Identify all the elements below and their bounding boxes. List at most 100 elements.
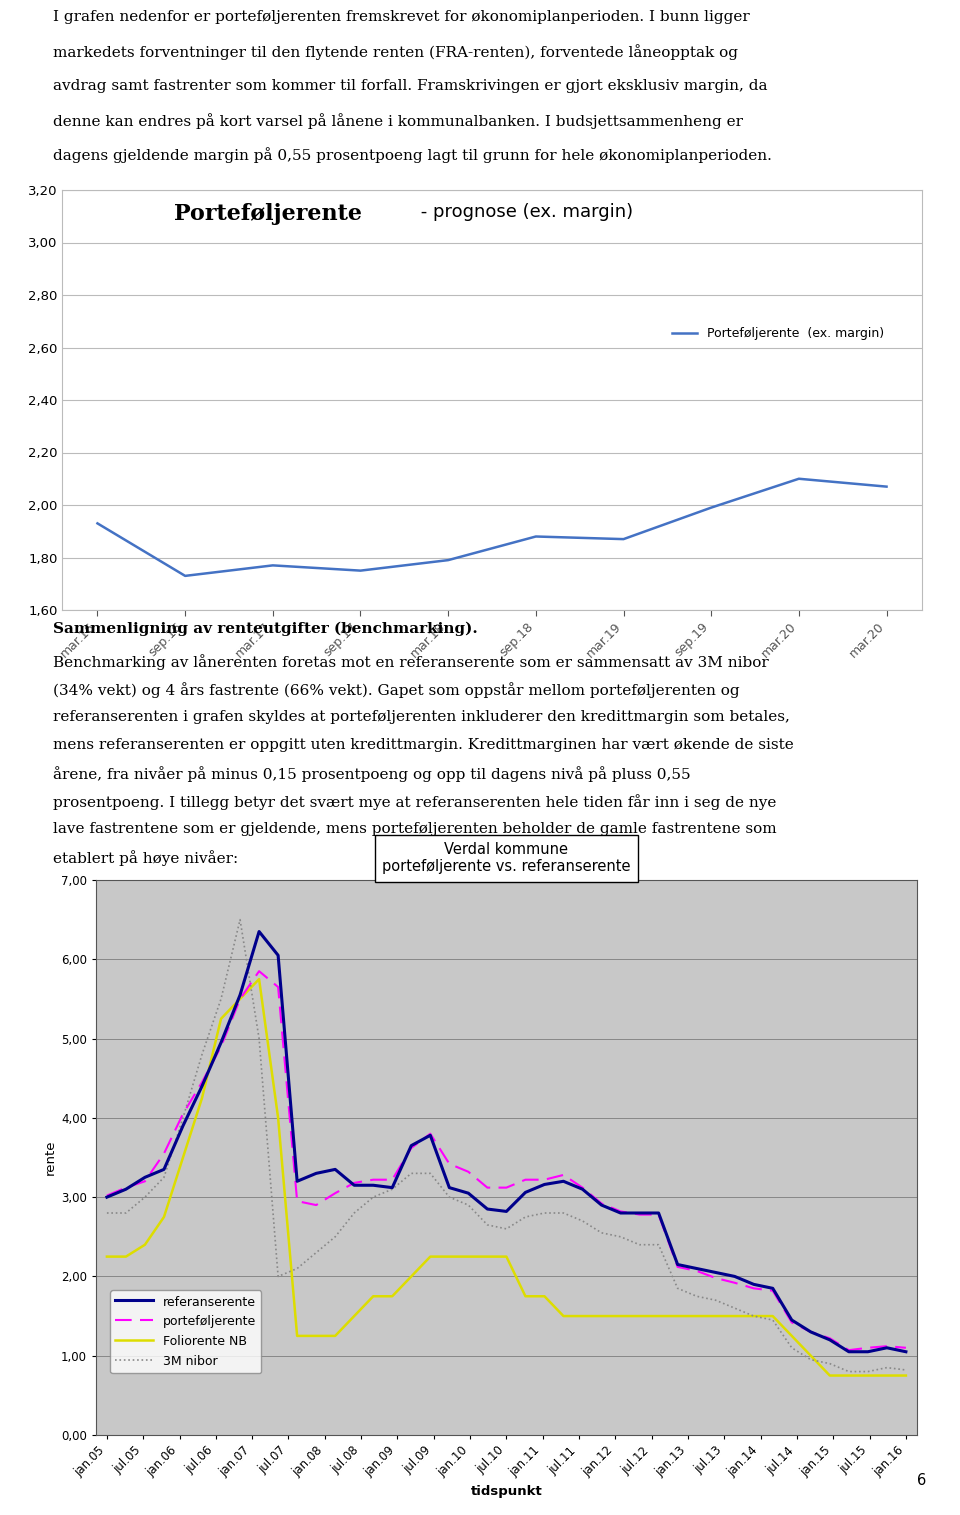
Foliorente NB bbox=[672, 1307, 684, 1326]
3M nibor bbox=[196, 1045, 207, 1064]
referanserente bbox=[558, 1173, 569, 1191]
referanserente bbox=[501, 1203, 513, 1221]
referanserente bbox=[748, 1276, 759, 1294]
3M nibor bbox=[501, 1220, 513, 1238]
3M nibor bbox=[729, 1298, 740, 1317]
Foliorente NB bbox=[748, 1307, 759, 1326]
referanserente bbox=[101, 1188, 112, 1206]
porteføljerente bbox=[672, 1257, 684, 1276]
referanserente bbox=[158, 1160, 170, 1179]
porteføljerente bbox=[805, 1323, 817, 1341]
referanserente bbox=[614, 1204, 626, 1223]
referanserente bbox=[843, 1342, 854, 1360]
Foliorente NB bbox=[862, 1367, 874, 1385]
referanserente bbox=[292, 1173, 303, 1191]
Foliorente NB bbox=[273, 1109, 284, 1127]
referanserente bbox=[482, 1200, 493, 1218]
referanserente bbox=[253, 923, 265, 941]
referanserente bbox=[900, 1342, 912, 1360]
3M nibor bbox=[843, 1362, 854, 1380]
Foliorente NB bbox=[444, 1247, 455, 1265]
porteføljerente bbox=[387, 1171, 398, 1189]
porteføljerente bbox=[368, 1171, 379, 1189]
referanserente bbox=[539, 1176, 550, 1194]
Text: - prognose (ex. margin): - prognose (ex. margin) bbox=[415, 203, 633, 221]
porteføljerente bbox=[748, 1279, 759, 1297]
3M nibor bbox=[881, 1359, 893, 1377]
referanserente bbox=[368, 1176, 379, 1194]
Foliorente NB bbox=[709, 1307, 721, 1326]
Foliorente NB bbox=[178, 1148, 189, 1167]
referanserente bbox=[234, 986, 246, 1004]
referanserente bbox=[310, 1164, 322, 1182]
3M nibor bbox=[292, 1259, 303, 1277]
Legend: referanserente, porteføljerente, Foliorente NB, 3M nibor: referanserente, porteføljerente, Foliore… bbox=[110, 1289, 261, 1373]
Foliorente NB bbox=[596, 1307, 608, 1326]
3M nibor bbox=[158, 1168, 170, 1186]
3M nibor bbox=[368, 1188, 379, 1206]
3M nibor bbox=[101, 1204, 112, 1223]
referanserente bbox=[273, 947, 284, 965]
Foliorente NB bbox=[729, 1307, 740, 1326]
referanserente bbox=[178, 1117, 189, 1135]
porteføljerente bbox=[501, 1179, 513, 1197]
porteføljerente bbox=[463, 1162, 474, 1180]
Y-axis label: rente: rente bbox=[44, 1139, 57, 1176]
Foliorente NB bbox=[158, 1207, 170, 1226]
3M nibor bbox=[444, 1188, 455, 1206]
porteføljerente bbox=[900, 1339, 912, 1357]
referanserente bbox=[862, 1342, 874, 1360]
Text: I grafen nedenfor er porteføljerenten fremskrevet for økonomiplanperioden. I bun: I grafen nedenfor er porteføljerenten fr… bbox=[53, 11, 750, 24]
porteføljerente bbox=[292, 1192, 303, 1210]
referanserente bbox=[196, 1077, 207, 1095]
3M nibor bbox=[463, 1195, 474, 1214]
porteføljerente bbox=[101, 1186, 112, 1204]
referanserente bbox=[824, 1330, 835, 1348]
3M nibor bbox=[805, 1350, 817, 1368]
Text: Benchmarking av lånerenten foretas mot en referanserente som er sammensatt av 3M: Benchmarking av lånerenten foretas mot e… bbox=[53, 654, 769, 670]
Foliorente NB bbox=[881, 1367, 893, 1385]
Foliorente NB bbox=[234, 989, 246, 1007]
Text: Sammenligning av renteutgifter (benchmarking).: Sammenligning av renteutgifter (benchmar… bbox=[53, 623, 477, 636]
3M nibor bbox=[310, 1244, 322, 1262]
Legend: Porteføljerente  (ex. margin): Porteføljerente (ex. margin) bbox=[667, 323, 890, 345]
porteføljerente bbox=[215, 1038, 227, 1056]
porteføljerente bbox=[158, 1144, 170, 1162]
Text: prosentpoeng. I tillegg betyr det svært mye at referanserenten hele tiden får in: prosentpoeng. I tillegg betyr det svært … bbox=[53, 794, 777, 809]
Foliorente NB bbox=[482, 1247, 493, 1265]
3M nibor bbox=[614, 1227, 626, 1245]
Foliorente NB bbox=[614, 1307, 626, 1326]
Foliorente NB bbox=[387, 1288, 398, 1306]
Foliorente NB bbox=[310, 1327, 322, 1345]
porteføljerente bbox=[348, 1174, 360, 1192]
porteføljerente bbox=[767, 1282, 779, 1300]
porteføljerente bbox=[178, 1104, 189, 1123]
3M nibor bbox=[348, 1204, 360, 1223]
porteføljerente bbox=[614, 1203, 626, 1221]
3M nibor bbox=[482, 1217, 493, 1235]
3M nibor bbox=[672, 1279, 684, 1297]
Text: markedets forventninger til den flytende renten (FRA-renten), forventede låneopp: markedets forventninger til den flytende… bbox=[53, 44, 738, 61]
porteføljerente bbox=[253, 962, 265, 980]
referanserente bbox=[405, 1136, 417, 1154]
Foliorente NB bbox=[348, 1307, 360, 1326]
referanserente bbox=[729, 1268, 740, 1286]
porteføljerente bbox=[709, 1270, 721, 1288]
Line: referanserente: referanserente bbox=[107, 932, 906, 1351]
referanserente bbox=[881, 1339, 893, 1357]
referanserente bbox=[387, 1179, 398, 1197]
referanserente bbox=[215, 1033, 227, 1051]
Foliorente NB bbox=[405, 1268, 417, 1286]
referanserente bbox=[463, 1185, 474, 1203]
Foliorente NB bbox=[139, 1236, 151, 1254]
Foliorente NB bbox=[691, 1307, 703, 1326]
Text: Porteføljerente: Porteføljerente bbox=[174, 203, 362, 224]
Foliorente NB bbox=[653, 1307, 664, 1326]
3M nibor bbox=[329, 1227, 341, 1245]
referanserente bbox=[653, 1204, 664, 1223]
Foliorente NB bbox=[368, 1288, 379, 1306]
Text: avdrag samt fastrenter som kommer til forfall. Framskrivingen er gjort eksklusiv: avdrag samt fastrenter som kommer til fo… bbox=[53, 79, 767, 92]
3M nibor bbox=[253, 1030, 265, 1048]
Foliorente NB bbox=[634, 1307, 645, 1326]
3M nibor bbox=[577, 1212, 588, 1230]
